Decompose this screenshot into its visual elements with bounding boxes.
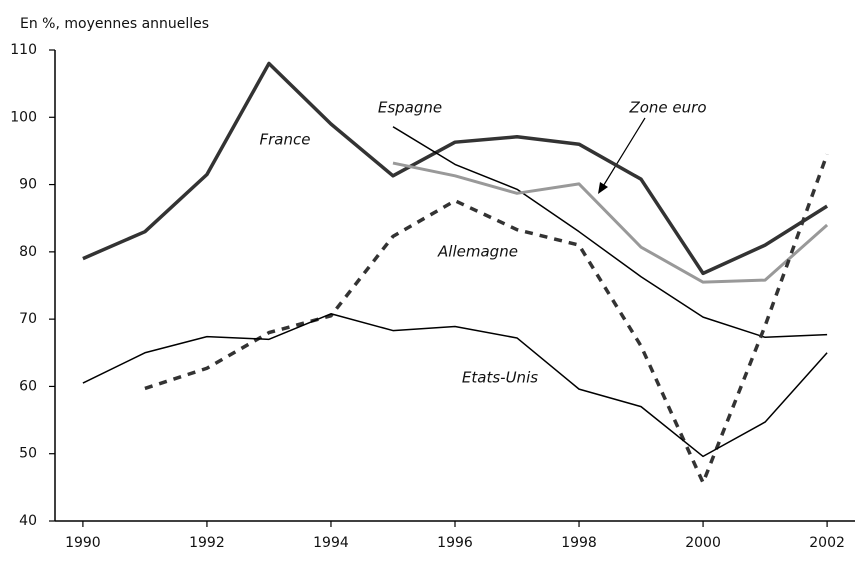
y-tick-label: 100 [10, 109, 37, 125]
annotation-arrow [601, 117, 646, 189]
series-label: Espagne [378, 99, 442, 117]
y-tick-label: 110 [10, 42, 37, 58]
y-tick-label: 70 [19, 311, 37, 327]
x-tick-label: 2002 [809, 535, 845, 551]
y-tick-label: 80 [19, 244, 37, 260]
y-tick-label: 60 [19, 378, 37, 394]
x-tick-label: 1990 [65, 535, 101, 551]
series-label: Etats-Unis [462, 369, 538, 387]
series-label: France [260, 131, 311, 149]
x-tick-label: 1998 [561, 535, 597, 551]
series-label: Zone euro [628, 99, 706, 117]
arrow-head [598, 182, 608, 194]
series-label: Allemagne [437, 243, 518, 261]
x-tick-label: 1996 [437, 535, 473, 551]
series-line [82, 313, 828, 458]
y-tick-label: 40 [19, 513, 37, 529]
y-tick-label: 90 [19, 177, 37, 193]
x-tick-label: 1992 [189, 535, 225, 551]
series-line [82, 61, 829, 276]
x-tick-label: 2000 [685, 535, 721, 551]
x-tick-label: 1994 [313, 535, 349, 551]
y-axis-label: En %, moyennes annuelles [20, 16, 209, 32]
series-line [392, 161, 829, 284]
y-tick-label: 50 [19, 446, 37, 462]
series-line [144, 153, 829, 485]
series-line [392, 126, 828, 339]
